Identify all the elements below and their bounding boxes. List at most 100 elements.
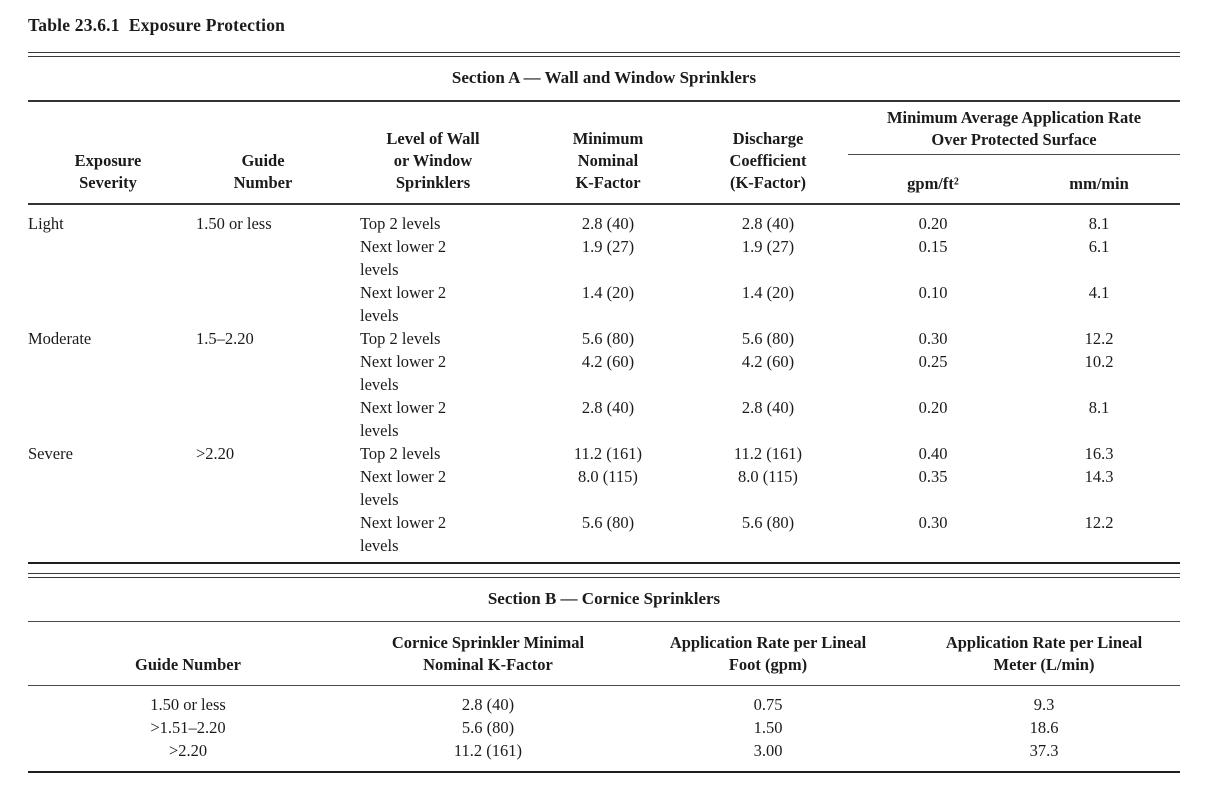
table-title: Table 23.6.1 Exposure Protection	[28, 15, 286, 35]
header-min-nominal-k-factor: Minimum Nominal K-Factor	[572, 129, 644, 192]
table-row: >2.20 11.2 (161) 3.00 37.3	[28, 739, 1180, 762]
cell-discharge: 2.8 (40)	[741, 214, 795, 233]
cell-gpm: 0.35	[918, 467, 948, 486]
cell-discharge: 5.6 (80)	[741, 513, 795, 532]
cell-mm: 16.3	[1084, 444, 1114, 463]
cell-discharge: 8.0 (115)	[738, 467, 798, 486]
cell-k-factor: 11.2 (161)	[453, 741, 523, 760]
cell-mm: 6.1	[1088, 237, 1110, 256]
cell-k-factor: 5.6 (80)	[581, 329, 635, 348]
cell-discharge: 1.4 (20)	[741, 283, 795, 302]
section-b-header-rule	[28, 685, 1180, 686]
cell-gpm: 0.40	[918, 444, 948, 463]
cell-guide-number: 1.50 or less	[150, 695, 226, 714]
cell-gpm: 0.30	[918, 513, 948, 532]
table-row: Light 1.50 or less Top 2 levels 2.8 (40)…	[28, 212, 1180, 235]
cell-guide-number: >2.20	[168, 741, 208, 760]
cell-k-factor: 1.4 (20)	[581, 283, 635, 302]
cell-discharge: 1.9 (27)	[741, 237, 795, 256]
cell-guide-number: >1.51–2.20	[150, 718, 226, 737]
spanner-rule	[848, 154, 1180, 155]
cell-guide-number: >2.20	[196, 444, 235, 463]
cell-level: Top 2 levels	[360, 214, 441, 233]
header-application-rate-group: Minimum Average Application Rate Over Pr…	[848, 102, 1180, 203]
section-b-body: 1.50 or less 2.8 (40) 0.75 9.3 >1.51–2.2…	[28, 686, 1180, 771]
cell-mm: 4.1	[1088, 283, 1110, 302]
table-bottom-rule	[28, 771, 1180, 773]
header-application-rate-spanner: Minimum Average Application Rate Over Pr…	[886, 108, 1142, 149]
cell-mm: 12.2	[1084, 329, 1114, 348]
header-rate-per-foot: Application Rate per Lineal Foot (gpm)	[669, 633, 867, 674]
header-cornice-k-factor: Cornice Sprinkler Minimal Nominal K-Fact…	[391, 633, 585, 674]
cell-guide-number	[188, 396, 338, 442]
table-row: Moderate 1.5–2.20 Top 2 levels 5.6 (80) …	[28, 327, 1180, 350]
cell-guide-number: 1.50 or less	[196, 214, 272, 233]
header-discharge-coefficient: Discharge Coefficient (K-Factor)	[729, 129, 807, 192]
cell-guide-number	[188, 511, 338, 557]
table-row: >1.51–2.20 5.6 (80) 1.50 18.6	[28, 716, 1180, 739]
cell-exposure-severity	[28, 350, 188, 396]
cell-k-factor: 5.6 (80)	[461, 718, 515, 737]
cell-exposure-severity: Light	[28, 214, 64, 233]
section-a-bottom-rule	[28, 562, 1180, 564]
cell-level: Next lower 2 levels	[360, 467, 447, 509]
header-guide-number: Guide Number	[233, 151, 293, 192]
cell-gpm: 0.20	[918, 398, 948, 417]
cell-gpm: 0.20	[918, 214, 948, 233]
section-a-header-rule	[28, 203, 1180, 205]
cell-k-factor: 1.9 (27)	[581, 237, 635, 256]
cell-discharge: 11.2 (161)	[733, 444, 803, 463]
header-level-of-sprinklers: Level of Wall or Window Sprinklers	[386, 129, 480, 192]
table-row: Next lower 2 levels 1.4 (20) 1.4 (20) 0.…	[28, 281, 1180, 327]
table-row: Next lower 2 levels 4.2 (60) 4.2 (60) 0.…	[28, 350, 1180, 396]
cell-guide-number	[188, 350, 338, 396]
cell-mm: 14.3	[1084, 467, 1114, 486]
cell-rate-meter: 37.3	[1029, 741, 1059, 760]
cell-gpm: 0.15	[918, 237, 948, 256]
cell-gpm: 0.25	[918, 352, 948, 371]
table-row: Severe >2.20 Top 2 levels 11.2 (161) 11.…	[28, 442, 1180, 465]
cell-level: Top 2 levels	[360, 329, 441, 348]
cell-guide-number	[188, 235, 338, 281]
cell-k-factor: 2.8 (40)	[461, 695, 515, 714]
cell-level: Next lower 2 levels	[360, 513, 447, 555]
table-row: Next lower 2 levels 2.8 (40) 2.8 (40) 0.…	[28, 396, 1180, 442]
table-row: Next lower 2 levels 5.6 (80) 5.6 (80) 0.…	[28, 511, 1180, 557]
document-page: Table 23.6.1 Exposure Protection Section…	[28, 15, 1180, 773]
cell-exposure-severity	[28, 465, 188, 511]
cell-level: Next lower 2 levels	[360, 283, 447, 325]
section-b-heading-rule	[28, 621, 1180, 622]
cell-mm: 10.2	[1084, 352, 1114, 371]
cell-rate-foot: 3.00	[753, 741, 783, 760]
section-a-body: Light 1.50 or less Top 2 levels 2.8 (40)…	[28, 205, 1180, 562]
table-row: Next lower 2 levels 8.0 (115) 8.0 (115) …	[28, 465, 1180, 511]
table-row: Next lower 2 levels 1.9 (27) 1.9 (27) 0.…	[28, 235, 1180, 281]
cell-level: Next lower 2 levels	[360, 398, 447, 440]
cell-exposure-severity	[28, 281, 188, 327]
cell-discharge: 2.8 (40)	[741, 398, 795, 417]
cell-exposure-severity: Severe	[28, 444, 73, 463]
cell-k-factor: 8.0 (115)	[578, 467, 638, 486]
cell-exposure-severity	[28, 396, 188, 442]
cell-level: Top 2 levels	[360, 444, 441, 463]
cell-k-factor: 11.2 (161)	[573, 444, 643, 463]
cell-guide-number	[188, 281, 338, 327]
cell-discharge: 4.2 (60)	[741, 352, 795, 371]
cell-mm: 12.2	[1084, 513, 1114, 532]
cell-level: Next lower 2 levels	[360, 352, 447, 394]
section-a-heading-rule	[28, 100, 1180, 102]
cell-exposure-severity	[28, 511, 188, 557]
table-top-rule	[28, 52, 1180, 57]
cell-rate-foot: 0.75	[753, 695, 783, 714]
cell-k-factor: 5.6 (80)	[581, 513, 635, 532]
cell-guide-number: 1.5–2.20	[196, 329, 254, 348]
cell-discharge: 5.6 (80)	[741, 329, 795, 348]
header-rate-per-meter: Application Rate per Lineal Meter (L/min…	[945, 633, 1143, 674]
table-row: 1.50 or less 2.8 (40) 0.75 9.3	[28, 693, 1180, 716]
cell-level: Next lower 2 levels	[360, 237, 447, 279]
cell-rate-foot: 1.50	[753, 718, 783, 737]
cell-exposure-severity: Moderate	[28, 329, 92, 348]
section-a-header-row: Exposure Severity Guide Number Level of …	[28, 102, 1180, 203]
header-gpm-ft2: gpm/ft²	[907, 174, 959, 193]
cell-gpm: 0.10	[918, 283, 948, 302]
